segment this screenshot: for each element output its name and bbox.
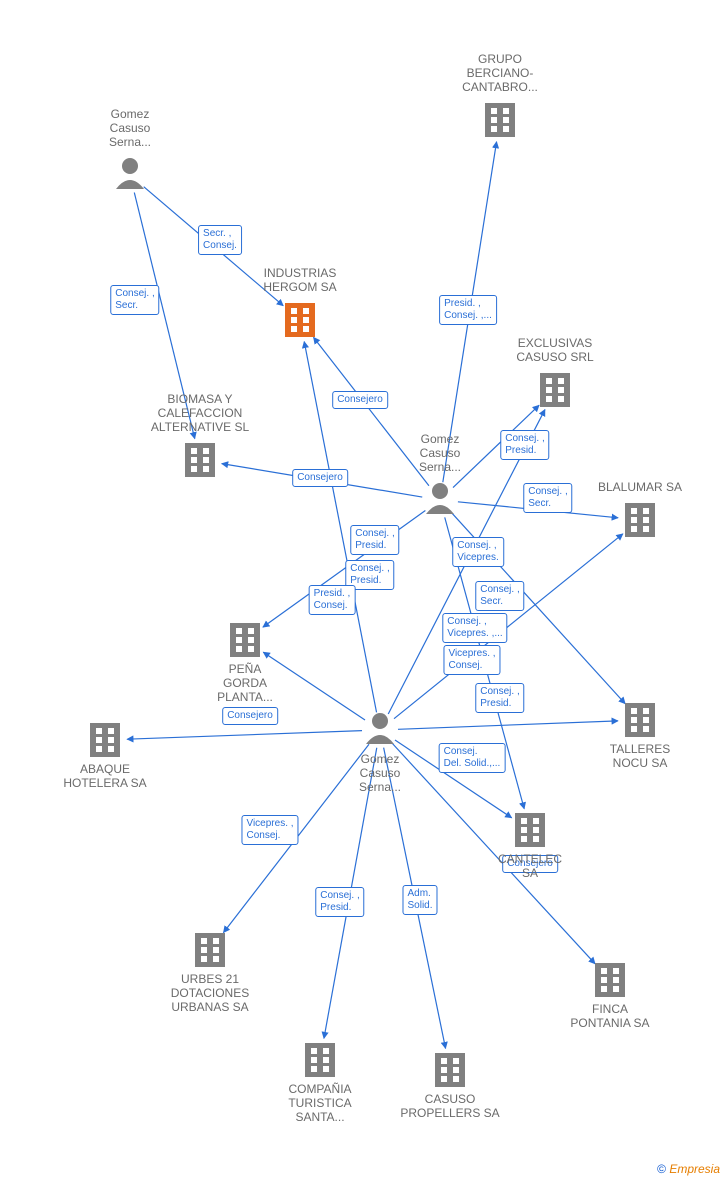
edge-label: Consej. , Secr. [475,581,524,611]
edge-label: Consej. , Secr. [523,483,572,513]
edge-label: Consejero [332,391,388,409]
person-icon[interactable] [426,483,454,514]
edge [398,721,618,729]
footer-credits: © Empresia [657,1162,720,1176]
building-icon[interactable] [435,1053,465,1087]
edge [127,731,362,740]
edge-label: Consej. , Presid. [475,683,524,713]
building-icon[interactable] [305,1043,335,1077]
edge-label: Consej. , Presid. [350,525,399,555]
copyright-symbol: © [657,1162,666,1176]
building-icon[interactable] [540,373,570,407]
building-icon[interactable] [185,443,215,477]
edge-label: Vicepres. , Consej. [443,645,500,675]
node-label: BIOMASA Y CALEFACCION ALTERNATIVE SL [145,392,255,436]
edge-label: Consej. , Vicepres. [452,537,504,567]
building-icon[interactable] [625,703,655,737]
building-icon[interactable] [595,963,625,997]
building-icon[interactable] [230,623,260,657]
building-icon[interactable] [485,103,515,137]
building-icon[interactable] [195,933,225,967]
edge-label: Consej. , Presid. [315,887,364,917]
person-icon[interactable] [366,713,394,744]
edge-label: Presid. , Consej. [309,585,356,615]
node-label: CASUSO PROPELLERS SA [395,1092,505,1122]
node-label: GRUPO BERCIANO- CANTABRO... [445,52,555,96]
edge-label: Adm. Solid. [402,885,437,915]
brand-name: Empresia [669,1162,720,1176]
node-label: Gomez Casuso Serna... [385,432,495,476]
building-icon[interactable] [285,303,315,337]
edge-label: Secr. , Consej. [198,225,242,255]
node-label: PEÑA GORDA PLANTA... [190,662,300,706]
edge-label: Vicepres. , Consej. [241,815,298,845]
edge-label: Consejero [292,469,348,487]
node-label: COMPAÑIA TURISTICA SANTA... [265,1082,375,1126]
building-icon[interactable] [625,503,655,537]
building-icon[interactable] [515,813,545,847]
node-label: ABAQUE HOTELERA SA [50,762,160,792]
node-label: FINCA PONTANIA SA [555,1002,665,1032]
node-label: INDUSTRIAS HERGOM SA [245,266,355,296]
node-label: URBES 21 DOTACIONES URBANAS SA [155,972,265,1016]
node-label: BLALUMAR SA [585,480,695,496]
node-label: CANTELEC SA [475,852,585,882]
edge-label: Consejero [222,707,278,725]
building-icon[interactable] [90,723,120,757]
edge-label: Consej. Del. Solid.,... [439,743,506,773]
node-label: Gomez Casuso Serna... [75,107,185,151]
edge-label: Consej. , Presid. [500,430,549,460]
node-label: EXCLUSIVAS CASUSO SRL [500,336,610,366]
person-icon[interactable] [116,158,144,189]
edge-label: Consej. , Secr. [110,285,159,315]
node-label: TALLERES NOCU SA [585,742,695,772]
edge-label: Presid. , Consej. ,... [439,295,497,325]
edge-label: Consej. , Vicepres. ,... [442,613,507,643]
node-label: Gomez Casuso Serna... [325,752,435,796]
